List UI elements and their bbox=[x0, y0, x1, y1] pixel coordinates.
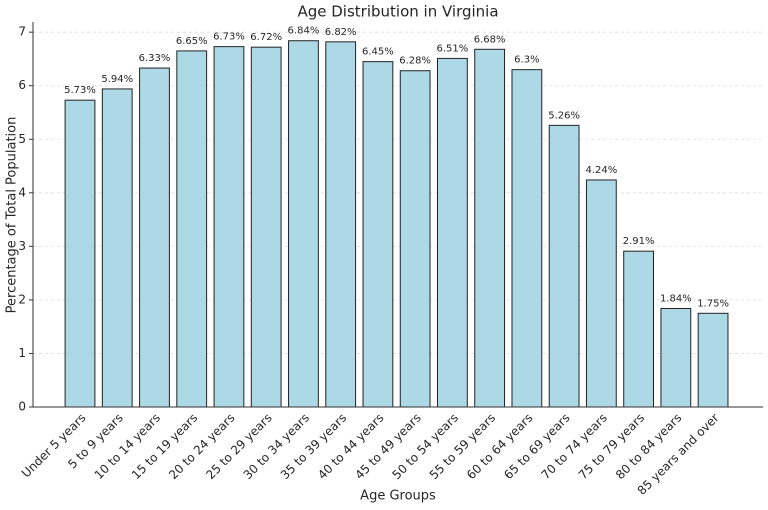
bar bbox=[101, 88, 133, 408]
bar bbox=[64, 99, 96, 408]
x-tick-label: 15 to 19 years bbox=[129, 411, 200, 482]
x-tick-label: 45 to 49 years bbox=[352, 411, 423, 482]
bar bbox=[139, 67, 170, 408]
x-tick-label: 75 to 79 years bbox=[576, 411, 647, 482]
y-tick-label: 5 bbox=[18, 132, 26, 146]
bar bbox=[697, 312, 729, 408]
y-tick-label: 6 bbox=[18, 78, 26, 92]
bar bbox=[362, 61, 394, 408]
x-tick-label: 70 to 74 years bbox=[538, 411, 609, 482]
value-label: 2.91% bbox=[623, 236, 655, 247]
bar bbox=[437, 57, 468, 408]
bar bbox=[660, 307, 692, 408]
value-label: 4.24% bbox=[585, 165, 617, 176]
bar bbox=[623, 250, 654, 408]
value-label: 6.68% bbox=[474, 34, 506, 45]
chart-title: Age Distribution in Virginia bbox=[297, 3, 498, 21]
value-label: 5.26% bbox=[548, 110, 580, 121]
value-label: 1.75% bbox=[697, 298, 729, 309]
value-label: 6.33% bbox=[139, 53, 171, 64]
x-tick-label: 80 to 84 years bbox=[613, 411, 684, 482]
y-tick-label: 2 bbox=[18, 292, 26, 306]
bar bbox=[176, 50, 208, 408]
value-label: 6.28% bbox=[399, 56, 431, 67]
y-tick-label: 4 bbox=[18, 185, 26, 199]
y-tick-label: 7 bbox=[18, 25, 26, 39]
x-axis-label: Age Groups bbox=[360, 489, 436, 504]
y-tick-label: 1 bbox=[18, 346, 26, 360]
y-axis-label: Percentage of Total Population bbox=[5, 117, 20, 314]
x-tick-label: 20 to 24 years bbox=[166, 411, 237, 482]
value-label: 6.82% bbox=[325, 27, 357, 38]
x-tick-label: 65 to 69 years bbox=[501, 411, 572, 482]
value-label: 6.45% bbox=[362, 47, 394, 58]
value-label: 6.84% bbox=[288, 26, 320, 37]
bar bbox=[548, 124, 580, 408]
x-tick-label: 25 to 29 years bbox=[203, 411, 274, 482]
bar bbox=[474, 48, 506, 408]
value-label: 1.84% bbox=[660, 293, 692, 304]
x-tick-label: 50 to 54 years bbox=[390, 411, 461, 482]
bar bbox=[213, 46, 245, 408]
x-tick-label: 40 to 44 years bbox=[315, 411, 386, 482]
bar bbox=[585, 179, 617, 408]
value-label: 5.73% bbox=[64, 85, 96, 96]
value-label: 6.72% bbox=[250, 32, 282, 43]
value-label: 5.94% bbox=[101, 74, 133, 85]
x-tick-label: 35 to 39 years bbox=[278, 411, 349, 482]
value-label: 6.73% bbox=[213, 32, 245, 43]
y-tick-label: 3 bbox=[18, 239, 26, 253]
y-tick-label: 0 bbox=[18, 400, 26, 414]
x-tick-label: 60 to 64 years bbox=[464, 411, 535, 482]
bar bbox=[399, 70, 431, 408]
x-tick-label: 10 to 14 years bbox=[92, 411, 163, 482]
bar bbox=[511, 69, 543, 408]
x-tick-label: 55 to 59 years bbox=[427, 411, 498, 482]
value-label: 6.65% bbox=[176, 36, 208, 47]
bar bbox=[325, 41, 357, 408]
value-label: 6.3% bbox=[514, 55, 539, 66]
x-tick-label: Under 5 years bbox=[19, 411, 89, 481]
bar bbox=[250, 46, 282, 408]
bar bbox=[288, 40, 319, 408]
value-label: 6.51% bbox=[437, 43, 469, 54]
x-tick-label: 30 to 34 years bbox=[241, 411, 312, 482]
